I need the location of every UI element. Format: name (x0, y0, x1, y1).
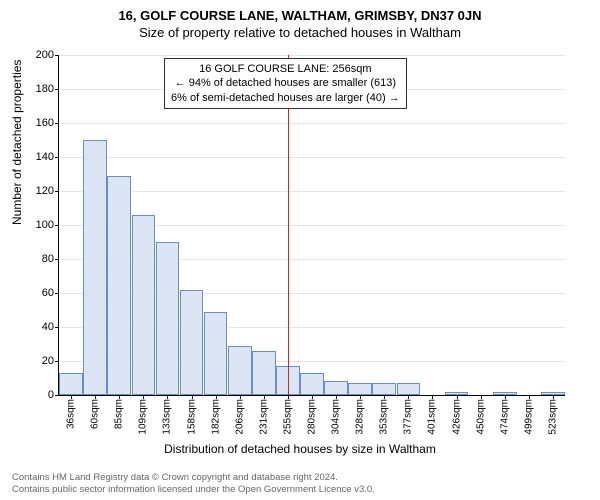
xtick-label: 304sqm (331, 399, 342, 435)
xtick-label: 450sqm (475, 399, 486, 435)
ytick-label: 80 (42, 253, 54, 265)
ytick-mark (55, 123, 59, 124)
annotation-line3: 6% of semi-detached houses are larger (4… (171, 91, 400, 105)
chart-container: 16, GOLF COURSE LANE, WALTHAM, GRIMSBY, … (0, 0, 600, 500)
xtick-label: 499sqm (523, 399, 534, 435)
xtick-label: 474sqm (499, 399, 510, 435)
ytick-label: 60 (42, 287, 54, 299)
histogram-bar (83, 140, 107, 395)
histogram-bar (180, 290, 204, 395)
ytick-label: 40 (42, 321, 54, 333)
ytick-mark (55, 259, 59, 260)
xtick-label: 377sqm (403, 399, 414, 435)
title-sub: Size of property relative to detached ho… (0, 23, 600, 40)
annotation-line1: 16 GOLF COURSE LANE: 256sqm (171, 62, 400, 76)
gridline (59, 191, 565, 192)
histogram-bar (132, 215, 156, 395)
histogram-bar (372, 383, 396, 395)
ytick-mark (55, 327, 59, 328)
ytick-label: 200 (36, 49, 54, 61)
xtick-label: 158sqm (186, 399, 197, 435)
xtick-label: 60sqm (90, 399, 101, 429)
xtick-label: 523sqm (547, 399, 558, 435)
xtick-label: 85sqm (114, 399, 125, 429)
ytick-mark (55, 225, 59, 226)
histogram-bar (397, 383, 421, 395)
gridline (59, 157, 565, 158)
ytick-label: 0 (48, 389, 54, 401)
ytick-label: 180 (36, 83, 54, 95)
histogram-bar (252, 351, 276, 395)
ytick-mark (55, 191, 59, 192)
ytick-mark (55, 55, 59, 56)
histogram-bar (348, 383, 372, 395)
x-axis-label: Distribution of detached houses by size … (0, 442, 600, 456)
ytick-mark (55, 361, 59, 362)
histogram-bar (324, 381, 348, 395)
xtick-label: 353sqm (379, 399, 390, 435)
histogram-bar (107, 176, 131, 395)
xtick-label: 182sqm (210, 399, 221, 435)
xtick-label: 109sqm (138, 399, 149, 435)
annotation-box: 16 GOLF COURSE LANE: 256sqm ← 94% of det… (164, 58, 407, 109)
gridline (59, 55, 565, 56)
title-main: 16, GOLF COURSE LANE, WALTHAM, GRIMSBY, … (0, 0, 600, 23)
ytick-mark (55, 395, 59, 396)
footer-line1: Contains HM Land Registry data © Crown c… (12, 472, 375, 484)
histogram-bar (204, 312, 228, 395)
y-axis-label: Number of detached properties (10, 60, 24, 225)
footer-attribution: Contains HM Land Registry data © Crown c… (12, 472, 375, 496)
xtick-label: 231sqm (258, 399, 269, 435)
xtick-label: 36sqm (66, 399, 77, 429)
histogram-bar (59, 373, 83, 395)
histogram-bar (300, 373, 324, 395)
ytick-label: 100 (36, 219, 54, 231)
histogram-bar (156, 242, 180, 395)
ytick-label: 120 (36, 185, 54, 197)
xtick-label: 133sqm (162, 399, 173, 435)
ytick-mark (55, 157, 59, 158)
ytick-label: 160 (36, 117, 54, 129)
xtick-label: 426sqm (451, 399, 462, 435)
xtick-label: 328sqm (355, 399, 366, 435)
annotation-line2: ← 94% of detached houses are smaller (61… (171, 76, 400, 90)
footer-line2: Contains public sector information licen… (12, 484, 375, 496)
histogram-bar (228, 346, 252, 395)
xtick-label: 401sqm (427, 399, 438, 435)
ytick-mark (55, 293, 59, 294)
ytick-mark (55, 89, 59, 90)
ytick-label: 140 (36, 151, 54, 163)
xtick-label: 206sqm (234, 399, 245, 435)
gridline (59, 123, 565, 124)
xtick-label: 255sqm (282, 399, 293, 435)
xtick-label: 280sqm (307, 399, 318, 435)
ytick-label: 20 (42, 355, 54, 367)
